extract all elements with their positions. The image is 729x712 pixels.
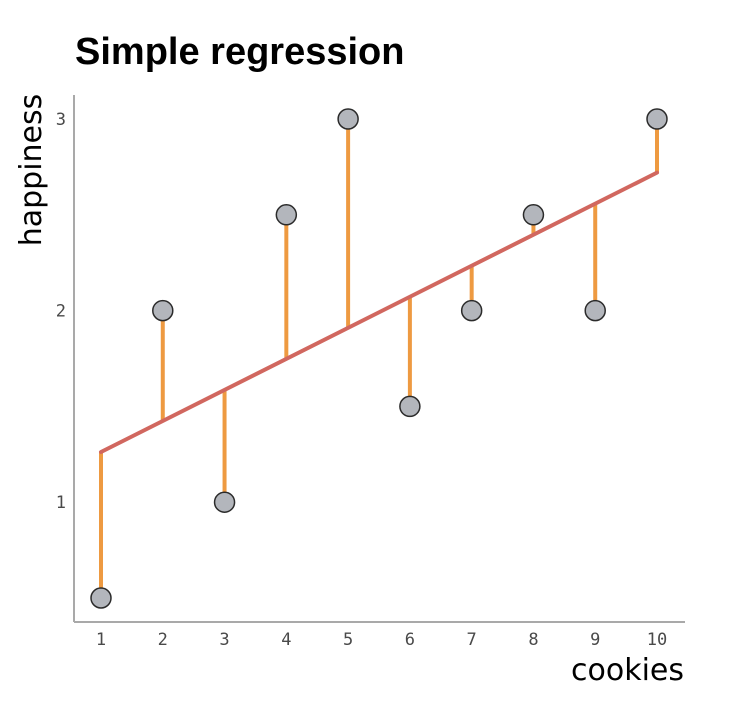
regression-line-group xyxy=(99,170,659,455)
x-tick-label: 5 xyxy=(343,630,353,650)
data-point xyxy=(522,204,545,226)
x-tick-label: 4 xyxy=(281,630,291,650)
x-tick-label: 7 xyxy=(467,630,477,650)
x-tick-label: 1 xyxy=(96,630,106,650)
data-point xyxy=(152,299,174,322)
x-tick-label: 2 xyxy=(158,630,168,650)
axes xyxy=(73,95,685,623)
y-tick-label: 1 xyxy=(56,493,66,513)
data-point xyxy=(460,299,483,322)
x-axis-label: cookies xyxy=(571,653,684,688)
x-tick-label: 3 xyxy=(219,630,229,650)
data-point xyxy=(213,491,236,513)
data-point xyxy=(90,587,112,609)
data-point xyxy=(584,299,606,322)
residual-lines xyxy=(99,119,659,598)
data-point xyxy=(275,204,298,226)
y-tick-label: 3 xyxy=(56,110,66,130)
x-tick-label: 9 xyxy=(590,630,600,650)
data-point xyxy=(646,108,668,130)
data-point xyxy=(399,395,421,418)
chart-title: Simple regression xyxy=(75,31,404,73)
x-tick-label: 10 xyxy=(647,630,667,650)
regression-line xyxy=(99,170,659,455)
x-tick-label: 6 xyxy=(405,630,415,650)
data-point xyxy=(337,108,359,130)
y-tick-label: 2 xyxy=(56,302,66,322)
tick-labels: 1 2 3 4 5 6 7 8 9 10 1 2 3 xyxy=(56,110,667,650)
data-points xyxy=(90,108,668,609)
x-tick-label: 8 xyxy=(528,630,538,650)
y-axis-label: happiness xyxy=(14,94,49,247)
